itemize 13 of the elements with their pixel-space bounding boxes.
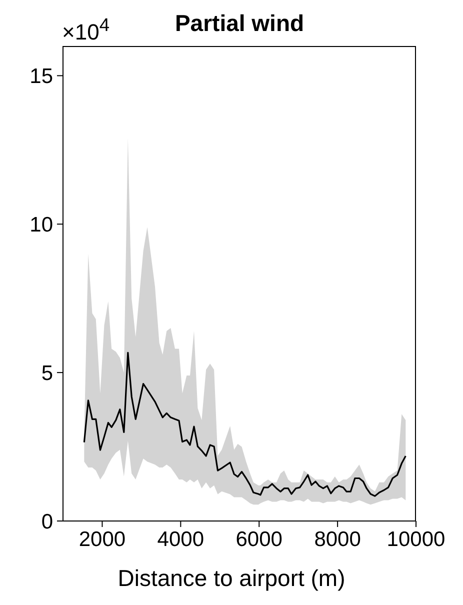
chart-title: Partial wind xyxy=(174,10,304,36)
text: ×10$^{4}$ xyxy=(62,14,110,46)
x-tick-label: 2000 xyxy=(78,528,126,551)
x-tick-label: 6000 xyxy=(236,528,282,551)
x-tick-label: 10000 xyxy=(386,528,446,551)
y-tick-label: 15 xyxy=(30,65,53,88)
x-tick-label: 8000 xyxy=(314,528,361,551)
x-axis-title: Distance to airport (m) xyxy=(116,565,346,592)
y-tick-label: 0 xyxy=(41,510,53,534)
y-tick-label: 5 xyxy=(41,362,53,386)
line-series xyxy=(83,352,406,497)
y-tick-label: 10 xyxy=(30,214,53,237)
x-tick-label: 4000 xyxy=(157,528,204,551)
